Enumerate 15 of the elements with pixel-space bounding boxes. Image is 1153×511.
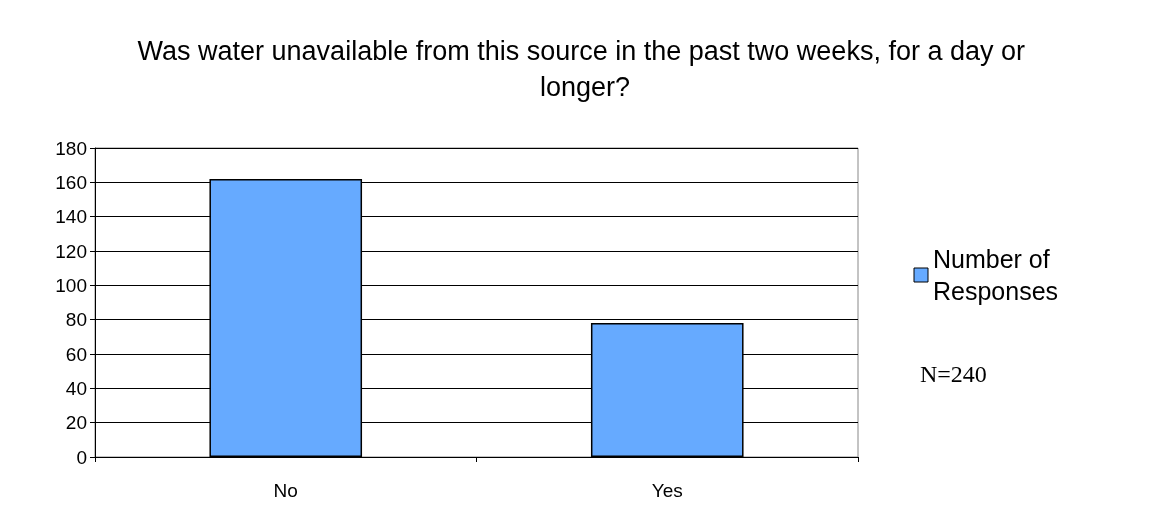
y-tick-label: 60 <box>65 343 87 365</box>
y-tick-label: 120 <box>55 240 87 262</box>
text: N=240 <box>920 361 987 387</box>
y-tick-label: 100 <box>55 274 87 296</box>
y-tick-label: 80 <box>65 309 87 331</box>
x-tick-label: Yes <box>651 480 683 501</box>
legend-label: Number of Responses <box>933 245 1059 305</box>
y-tick-label: 180 <box>55 137 87 159</box>
x-tick-label: No <box>273 480 298 501</box>
y-tick-label: 40 <box>65 377 87 399</box>
y-tick-label: 20 <box>65 412 87 434</box>
y-tick-label: 140 <box>55 206 87 228</box>
y-tick-label: 0 <box>76 446 87 468</box>
chart-title: Was water unavailable from this source in the past two weeks, for a day or longer? <box>137 36 1033 102</box>
y-tick-label: 160 <box>55 171 87 193</box>
